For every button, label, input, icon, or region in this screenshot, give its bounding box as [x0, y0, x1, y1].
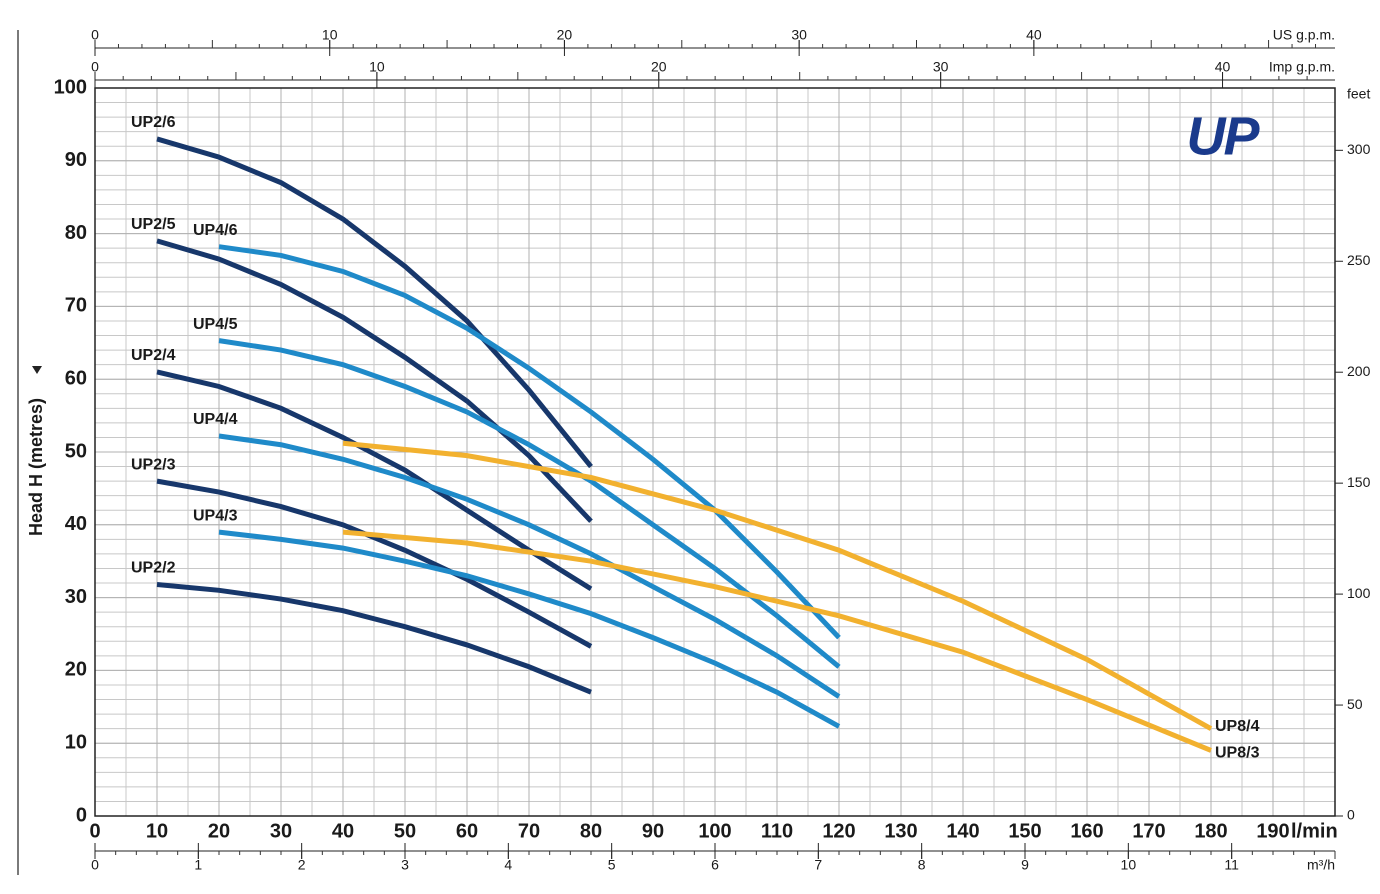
- curve-label: UP2/3: [131, 456, 176, 473]
- pump-curve: [156, 582, 592, 695]
- y-tick-label: 60: [65, 367, 87, 389]
- y2-tick-label: 150: [1347, 474, 1371, 490]
- y-tick-label: 100: [54, 76, 87, 98]
- x-tick-label: 100: [698, 820, 731, 842]
- pump-curve: [218, 244, 841, 640]
- extra-axis-tick-label: 10: [369, 59, 385, 75]
- extra-axis-label: Imp g.p.m.: [1269, 59, 1335, 75]
- x-tick-label: 170: [1132, 820, 1165, 842]
- x-tick-label: 80: [580, 820, 602, 842]
- pump-curve: [342, 440, 1213, 731]
- curve-label: UP2/6: [131, 114, 176, 131]
- extra-axis-tick-label: 0: [91, 59, 99, 75]
- extra-axis-tick-label: 20: [651, 59, 667, 75]
- y2-tick-label: 0: [1347, 807, 1355, 823]
- extra-axis-tick-label: 4: [504, 857, 512, 873]
- y-tick-label: 40: [65, 513, 87, 535]
- x-tick-label: 60: [456, 820, 478, 842]
- y2-tick-label: 250: [1347, 252, 1371, 268]
- pump-curve: [218, 529, 841, 729]
- y-axis-label: Head H (metres): [26, 398, 46, 536]
- extra-axis-tick-label: 3: [401, 857, 409, 873]
- x-tick-label: 140: [946, 820, 979, 842]
- extra-axis-tick-label: 5: [608, 857, 616, 873]
- y2-tick-label: 50: [1347, 696, 1363, 712]
- curve-label: UP4/4: [193, 411, 238, 428]
- y-tick-label: 20: [65, 659, 87, 681]
- curve-label: UP2/5: [131, 216, 176, 233]
- y-tick-label: 0: [76, 804, 87, 826]
- x-tick-label: 0: [89, 820, 100, 842]
- extra-axis-tick-label: 40: [1026, 27, 1042, 43]
- extra-axis-tick-label: 30: [933, 59, 949, 75]
- y-tick-label: 10: [65, 731, 87, 753]
- x-tick-label: 40: [332, 820, 354, 842]
- pump-curve: [156, 369, 593, 591]
- x-tick-label: 50: [394, 820, 416, 842]
- extra-axis-tick-label: 1: [194, 857, 202, 873]
- curve-label: UP8/3: [1215, 745, 1260, 762]
- pump-curve: [156, 238, 593, 523]
- extra-axis-tick-label: 10: [1121, 857, 1137, 873]
- x-tick-label: 20: [208, 820, 230, 842]
- y-tick-label: 70: [65, 295, 87, 317]
- curve-label: UP2/4: [131, 347, 176, 364]
- y-tick-label: 80: [65, 222, 87, 244]
- extra-axis-tick-label: 40: [1215, 59, 1231, 75]
- y2-axis-label: feet: [1347, 86, 1370, 102]
- pump-curve: [156, 478, 593, 649]
- pump-curve: [218, 433, 841, 699]
- y-tick-label: 90: [65, 149, 87, 171]
- extra-axis-tick-label: 6: [711, 857, 719, 873]
- y-axis-arrow: [32, 366, 42, 374]
- extra-axis-tick-label: 2: [298, 857, 306, 873]
- extra-axis-tick-label: 10: [322, 27, 338, 43]
- curve-label: UP2/2: [131, 560, 176, 577]
- curve-label: UP4/6: [193, 222, 238, 239]
- y-tick-label: 30: [65, 586, 87, 608]
- extra-axis-tick-label: 7: [814, 857, 822, 873]
- x-tick-label: 130: [884, 820, 917, 842]
- x-tick-label: 150: [1008, 820, 1041, 842]
- x-tick-label: 30: [270, 820, 292, 842]
- x-tick-label: 120: [822, 820, 855, 842]
- extra-axis-tick-label: 8: [918, 857, 926, 873]
- pump-curve: [156, 136, 593, 469]
- curve-label: UP4/3: [193, 507, 238, 524]
- curve-label: UP4/5: [193, 316, 238, 333]
- logo: UP: [1186, 106, 1260, 166]
- extra-axis-tick-label: 0: [91, 27, 99, 43]
- x-tick-label: 190: [1256, 820, 1289, 842]
- x-tick-label: 160: [1070, 820, 1103, 842]
- y-tick-label: 50: [65, 440, 87, 462]
- extra-axis-tick-label: 11: [1224, 857, 1239, 873]
- x-tick-label: 70: [518, 820, 540, 842]
- y2-tick-label: 100: [1347, 585, 1371, 601]
- pump-curve: [342, 529, 1212, 753]
- pump-curve: [218, 338, 841, 669]
- x-tick-label: 10: [146, 820, 168, 842]
- x-tick-label: 90: [642, 820, 664, 842]
- plot-frame: [94, 87, 1336, 817]
- extra-axis-tick-label: 30: [791, 27, 807, 43]
- x-unit: l/min: [1291, 820, 1338, 842]
- extra-axis-label: US g.p.m.: [1273, 27, 1335, 43]
- y2-tick-label: 300: [1347, 141, 1371, 157]
- extra-axis-tick-label: 20: [557, 27, 573, 43]
- y2-tick-label: 200: [1347, 363, 1371, 379]
- extra-axis-label: m³/h: [1307, 857, 1335, 873]
- curve-label: UP8/4: [1215, 718, 1260, 735]
- extra-axis-tick-label: 0: [91, 857, 99, 873]
- extra-axis-tick-label: 9: [1021, 857, 1029, 873]
- x-tick-label: 180: [1194, 820, 1227, 842]
- x-tick-label: 110: [761, 820, 793, 842]
